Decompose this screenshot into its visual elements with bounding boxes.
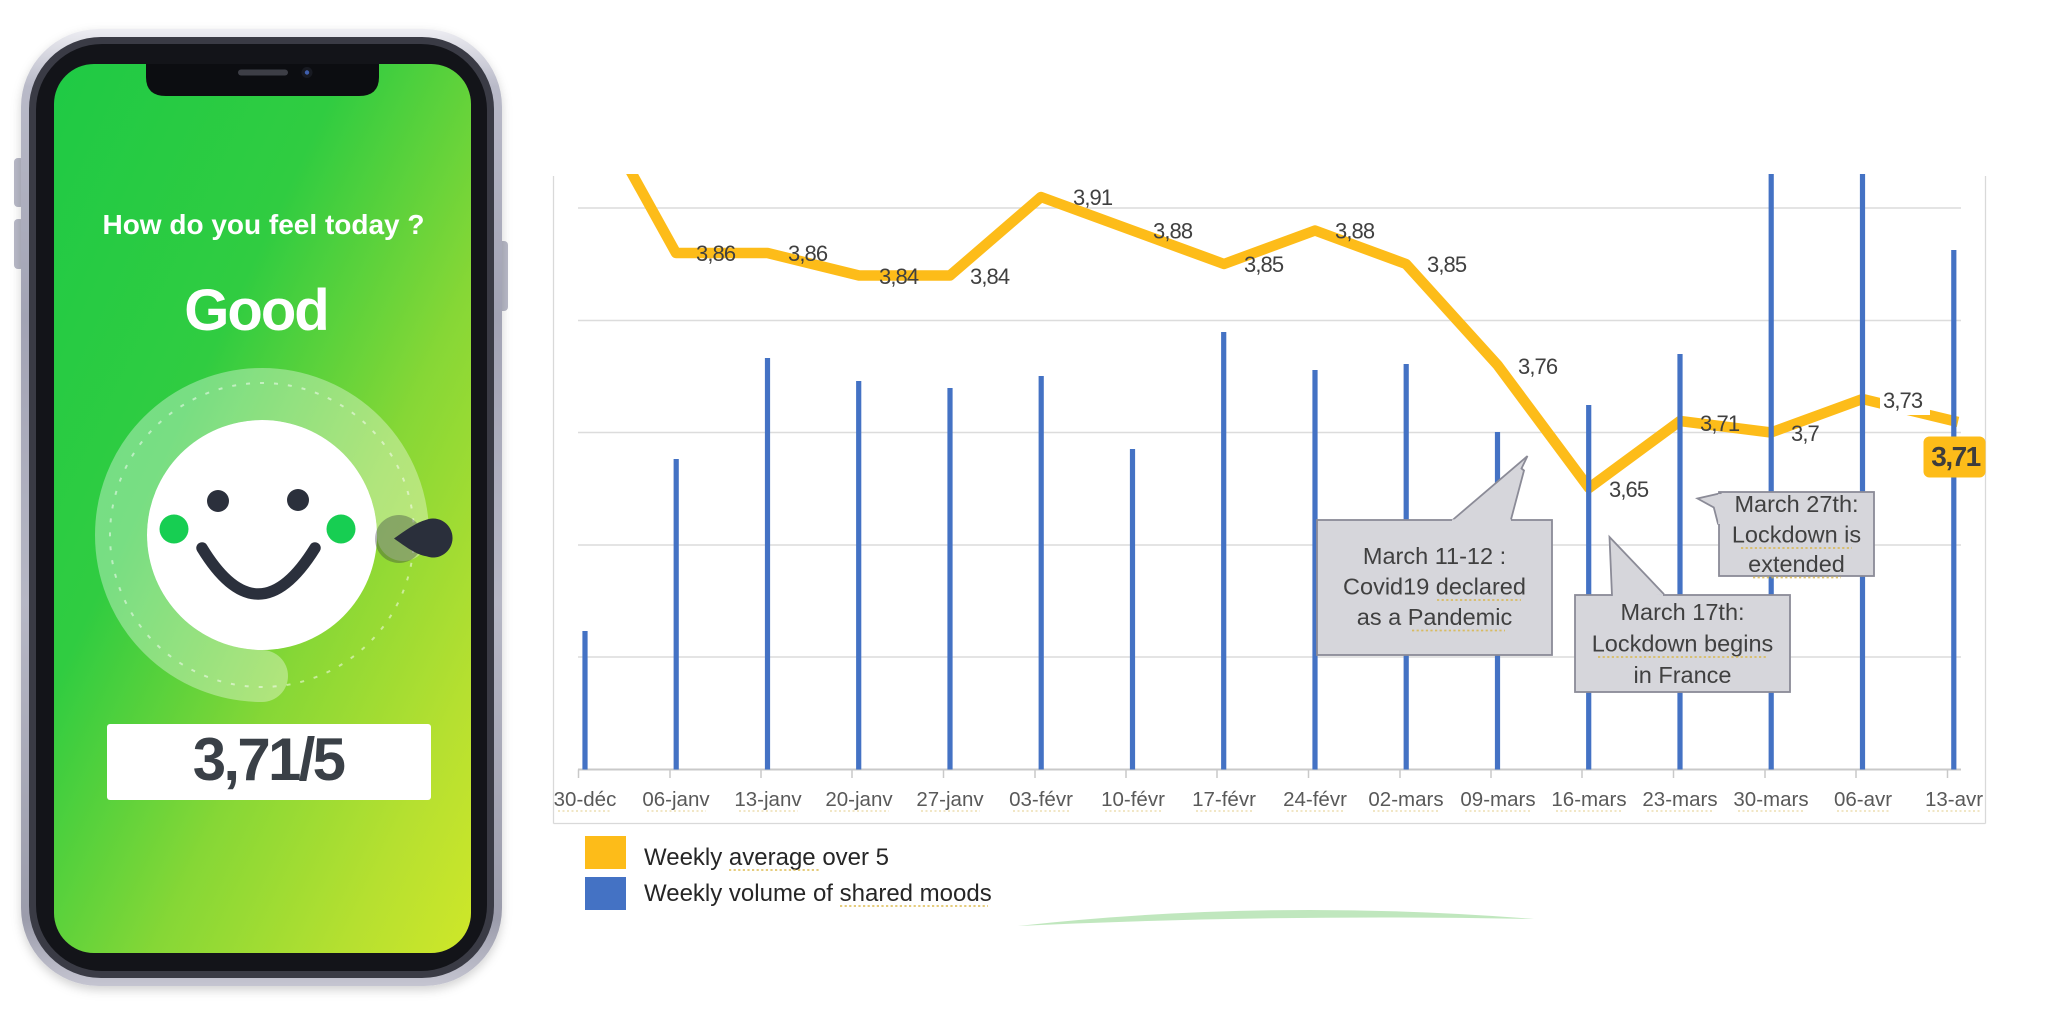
svg-text:3,88: 3,88: [1153, 219, 1193, 244]
svg-text:March 27th:: March 27th:: [1734, 491, 1858, 517]
svg-text:3,91: 3,91: [1073, 185, 1113, 210]
svg-text:3,85: 3,85: [1244, 252, 1284, 277]
svg-text:3,71: 3,71: [1700, 411, 1740, 436]
svg-text:March 11-12 :: March 11-12 :: [1363, 543, 1506, 569]
svg-text:3,65: 3,65: [1609, 477, 1649, 502]
svg-text:13-janv: 13-janv: [734, 788, 802, 811]
svg-text:30-déc: 30-déc: [554, 788, 617, 811]
svg-text:3,84: 3,84: [970, 264, 1010, 289]
svg-text:3,7: 3,7: [1791, 421, 1820, 446]
svg-text:3,76: 3,76: [1518, 354, 1558, 379]
svg-text:March 17th:: March 17th:: [1620, 599, 1744, 625]
svg-text:in France: in France: [1634, 662, 1732, 688]
svg-text:20-janv: 20-janv: [825, 788, 893, 811]
svg-text:09-mars: 09-mars: [1460, 788, 1535, 811]
svg-text:Lockdown is: Lockdown is: [1732, 522, 1861, 548]
svg-text:17-févr: 17-févr: [1192, 788, 1256, 811]
svg-text:3,86: 3,86: [696, 241, 736, 266]
svg-text:3,85: 3,85: [1427, 252, 1467, 277]
svg-text:Covid19 declared: Covid19 declared: [1343, 574, 1526, 600]
svg-text:06-janv: 06-janv: [642, 788, 710, 811]
svg-text:3,86: 3,86: [788, 241, 828, 266]
svg-text:3,88: 3,88: [1335, 219, 1375, 244]
svg-text:3,73: 3,73: [1883, 388, 1923, 413]
svg-text:23-mars: 23-mars: [1642, 788, 1717, 811]
svg-text:Weekly volume of shared moods: Weekly volume of shared moods: [644, 880, 992, 907]
svg-text:24-févr: 24-févr: [1283, 788, 1347, 811]
svg-text:Good: Good: [184, 278, 327, 343]
svg-text:06-avr: 06-avr: [1834, 788, 1892, 811]
svg-text:30-mars: 30-mars: [1733, 788, 1808, 811]
svg-text:10-févr: 10-févr: [1101, 788, 1165, 811]
svg-text:Weekly average over 5: Weekly average over 5: [644, 844, 889, 871]
svg-text:as a Pandemic: as a Pandemic: [1357, 604, 1513, 630]
svg-text:13-avr: 13-avr: [1925, 788, 1983, 811]
svg-text:extended: extended: [1748, 551, 1845, 577]
svg-text:3,71: 3,71: [1931, 441, 1980, 472]
svg-text:27-janv: 27-janv: [916, 788, 984, 811]
svg-text:16-mars: 16-mars: [1551, 788, 1626, 811]
svg-text:How do you feel today ?: How do you feel today ?: [102, 209, 424, 240]
svg-text:3,71/5: 3,71/5: [193, 726, 345, 793]
svg-text:Lockdown begins: Lockdown begins: [1592, 631, 1774, 657]
svg-text:02-mars: 02-mars: [1368, 788, 1443, 811]
svg-text:03-févr: 03-févr: [1009, 788, 1073, 811]
svg-text:3,84: 3,84: [879, 264, 919, 289]
